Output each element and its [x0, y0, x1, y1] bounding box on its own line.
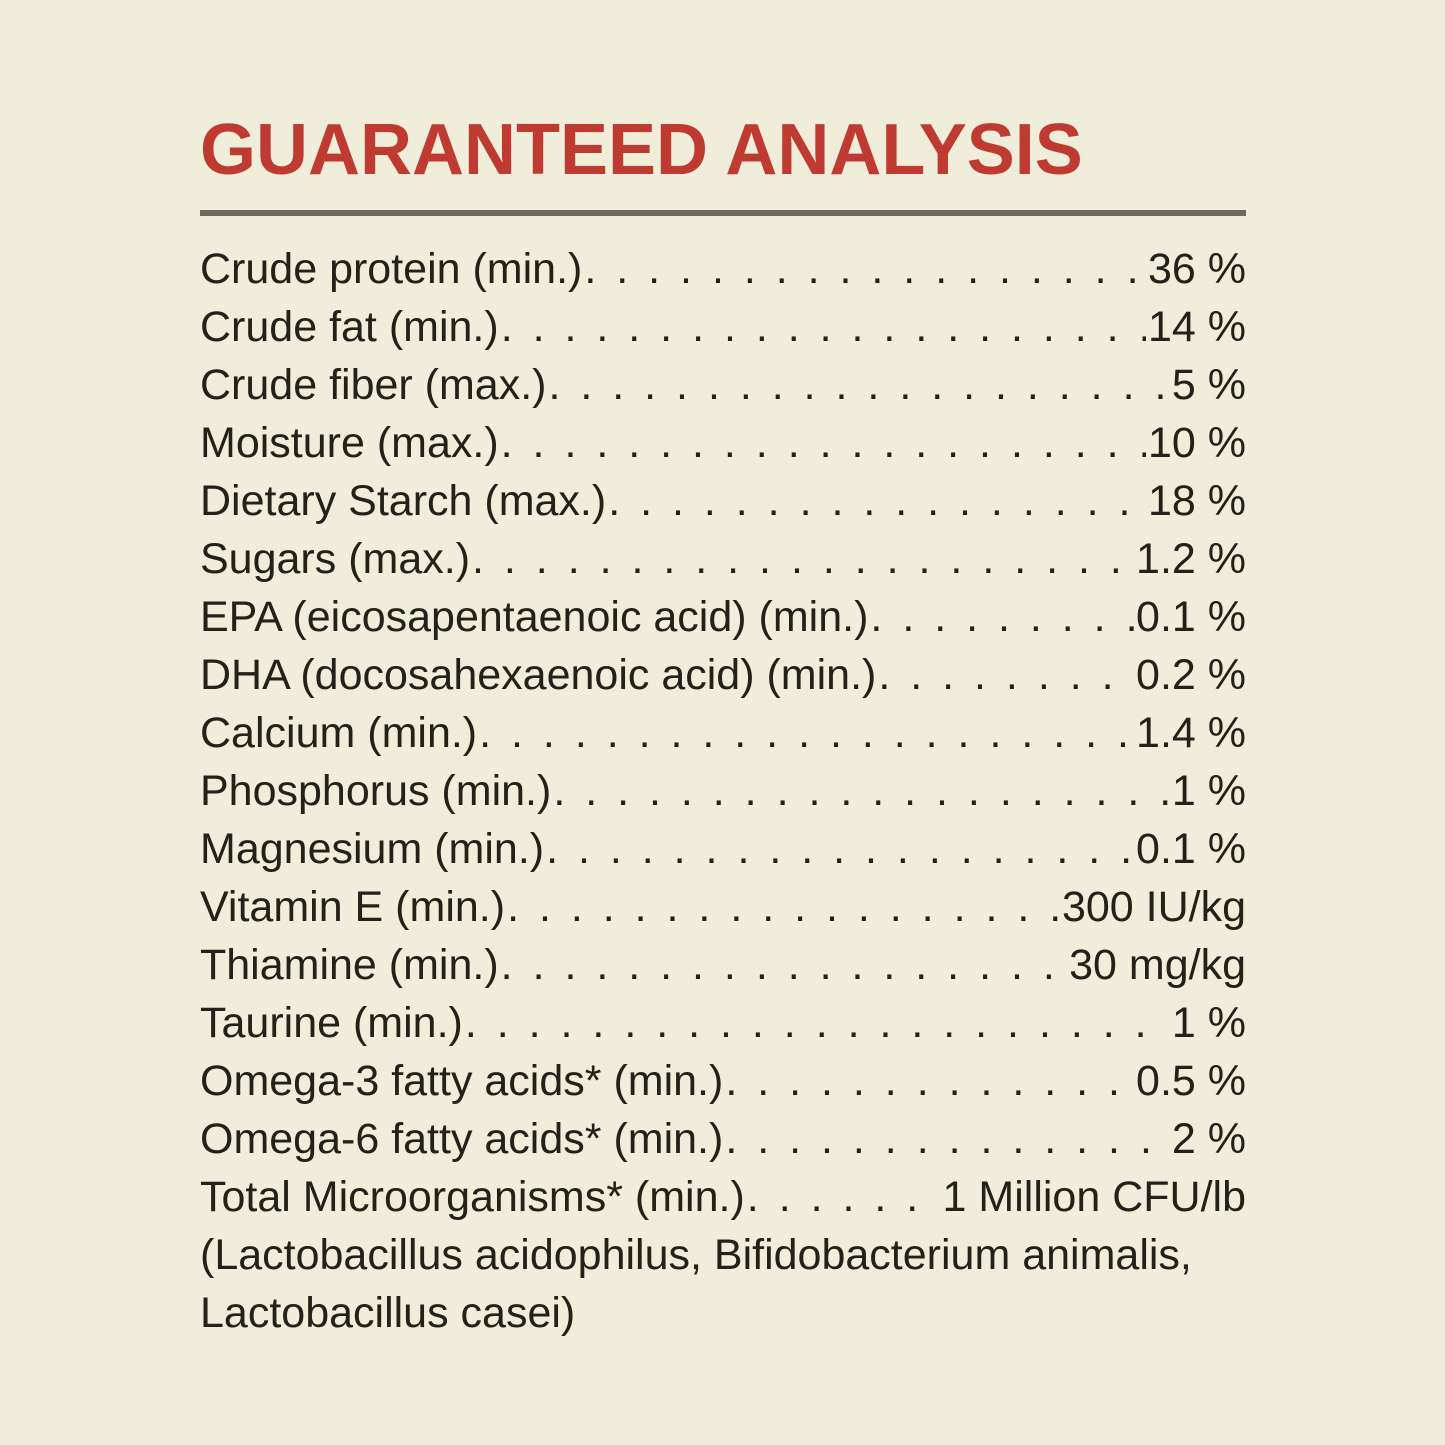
dot-leader [870, 588, 1134, 646]
table-row: DHA (docosahexaenoic acid) (min.) 0.2 % [200, 646, 1246, 704]
nutrient-label: Magnesium (min.) [200, 825, 545, 873]
table-row: Total Microorganisms* (min.) 1 Million CF… [200, 1168, 1246, 1226]
nutrient-value: 1 % [1171, 767, 1246, 815]
dot-leader [507, 878, 1060, 936]
nutrient-label: Phosphorus (min.) [200, 767, 552, 815]
nutrient-value: 18 % [1147, 477, 1246, 525]
dot-leader [479, 704, 1134, 762]
table-row: Vitamin E (min.) 300 IU/kg [200, 878, 1246, 936]
nutrient-value: 1.2 % [1136, 535, 1246, 583]
table-row: Thiamine (min.) 30 mg/kg [200, 936, 1246, 994]
nutrient-label: Sugars (max.) [200, 535, 471, 583]
nutrient-value: 5 % [1171, 361, 1246, 409]
nutrient-label: Vitamin E (min.) [200, 883, 506, 931]
dot-leader [501, 298, 1146, 356]
nutrient-label: Moisture (max.) [200, 419, 499, 467]
nutrient-value: 0.2 % [1136, 651, 1246, 699]
dot-leader [725, 1110, 1170, 1168]
table-row: Crude fat (min.) 14 % [200, 298, 1246, 356]
nutrient-value: 10 % [1147, 419, 1246, 467]
table-row: Moisture (max.) 10 % [200, 414, 1246, 472]
nutrient-value: 1.4 % [1136, 709, 1246, 757]
dot-leader [501, 414, 1146, 472]
dot-leader [553, 762, 1170, 820]
dot-leader [584, 240, 1146, 298]
nutrient-value: 0.1 % [1136, 825, 1246, 873]
dot-leader [725, 1052, 1134, 1110]
microorganisms-detail: (Lactobacillus acidophilus, Bifidobacter… [200, 1226, 1246, 1342]
dot-leader [501, 936, 1067, 994]
nutrient-label: Calcium (min.) [200, 709, 478, 757]
nutrient-label: Thiamine (min.) [200, 941, 499, 989]
nutrient-value: 1 % [1171, 999, 1246, 1047]
page-title: GUARANTEED ANALYSIS [200, 110, 1083, 190]
analysis-table: Crude protein (min.) 36 % Crude fat (min.)… [200, 240, 1246, 1226]
dot-leader [546, 820, 1134, 878]
nutrient-value: 30 mg/kg [1069, 941, 1246, 989]
dot-leader [747, 1168, 941, 1226]
dot-leader [608, 472, 1146, 530]
dot-leader [472, 530, 1134, 588]
nutrient-label: DHA (docosahexaenoic acid) (min.) [200, 651, 877, 699]
nutrient-value: 1 Million CFU/lb [942, 1173, 1246, 1221]
footnote-line: Lactobacillus casei) [200, 1289, 576, 1337]
table-row: Dietary Starch (max.) 18 % [200, 472, 1246, 530]
title-divider [200, 210, 1246, 216]
table-row: Calcium (min.) 1.4 % [200, 704, 1246, 762]
nutrient-label: Crude protein (min.) [200, 245, 583, 293]
nutrient-label: Omega-3 fatty acids* (min.) [200, 1057, 724, 1105]
table-row: Omega-3 fatty acids* (min.) 0.5 % [200, 1052, 1246, 1110]
nutrient-label: Crude fat (min.) [200, 303, 499, 351]
table-row: Taurine (min.) 1 % [200, 994, 1246, 1052]
nutrient-value: 14 % [1147, 303, 1246, 351]
nutrient-value: 36 % [1147, 245, 1246, 293]
table-row: EPA (eicosapentaenoic acid) (min.) 0.1 % [200, 588, 1246, 646]
table-row: Magnesium (min.) 0.1 % [200, 820, 1246, 878]
dot-leader [465, 994, 1170, 1052]
nutrient-label: Crude fiber (max.) [200, 361, 547, 409]
nutrient-value: 300 IU/kg [1061, 883, 1246, 931]
footnote-line: (Lactobacillus acidophilus, Bifidobacter… [200, 1231, 1192, 1279]
nutrient-label: Omega-6 fatty acids* (min.) [200, 1115, 724, 1163]
table-row: Crude fiber (max.) 5 % [200, 356, 1246, 414]
table-row: Phosphorus (min.) 1 % [200, 762, 1246, 820]
table-row: Omega-6 fatty acids* (min.) 2 % [200, 1110, 1246, 1168]
nutrient-label: Total Microorganisms* (min.) [200, 1173, 745, 1221]
table-row: Crude protein (min.) 36 % [200, 240, 1246, 298]
nutrient-label: Taurine (min.) [200, 999, 463, 1047]
dot-leader [548, 356, 1169, 414]
nutrient-value: 0.1 % [1136, 593, 1246, 641]
label-panel: GUARANTEED ANALYSIS Crude protein (min.)… [200, 112, 1246, 1342]
nutrient-value: 2 % [1171, 1115, 1246, 1163]
nutrient-label: EPA (eicosapentaenoic acid) (min.) [200, 593, 869, 641]
dot-leader [878, 646, 1134, 704]
table-row: Sugars (max.) 1.2 % [200, 530, 1246, 588]
nutrient-label: Dietary Starch (max.) [200, 477, 607, 525]
nutrient-value: 0.5 % [1136, 1057, 1246, 1105]
